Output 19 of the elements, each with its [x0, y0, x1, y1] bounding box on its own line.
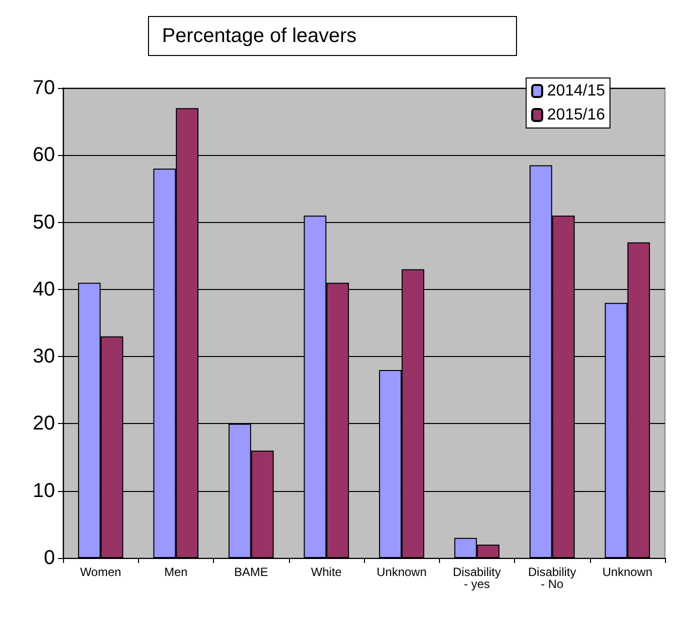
x-tick-label: Women — [80, 565, 122, 579]
y-tick-label: 0 — [44, 547, 55, 569]
y-tick-label: 50 — [32, 211, 55, 234]
legend-label: 2015/16 — [547, 106, 606, 124]
x-tick-label: Unknown — [602, 565, 652, 579]
x-tick-label: Men — [164, 565, 188, 579]
x-tick-label: Unknown — [376, 565, 427, 579]
y-tick-label: 10 — [32, 480, 55, 502]
y-tick-label: 60 — [32, 144, 55, 166]
y-tick-label: 70 — [32, 77, 55, 99]
x-tick-label: Disability - yes — [452, 565, 501, 591]
legend-label: 2014/15 — [547, 82, 606, 100]
chart-title: Percentage of leavers — [162, 25, 357, 47]
y-tick-label: 30 — [32, 346, 55, 368]
x-tick-label: White — [311, 565, 342, 579]
y-tick-label: 40 — [32, 278, 55, 300]
y-tick-label: 20 — [32, 412, 55, 435]
x-tick-label: Disability - No — [528, 565, 576, 591]
x-tick-label: BAME — [234, 565, 268, 579]
